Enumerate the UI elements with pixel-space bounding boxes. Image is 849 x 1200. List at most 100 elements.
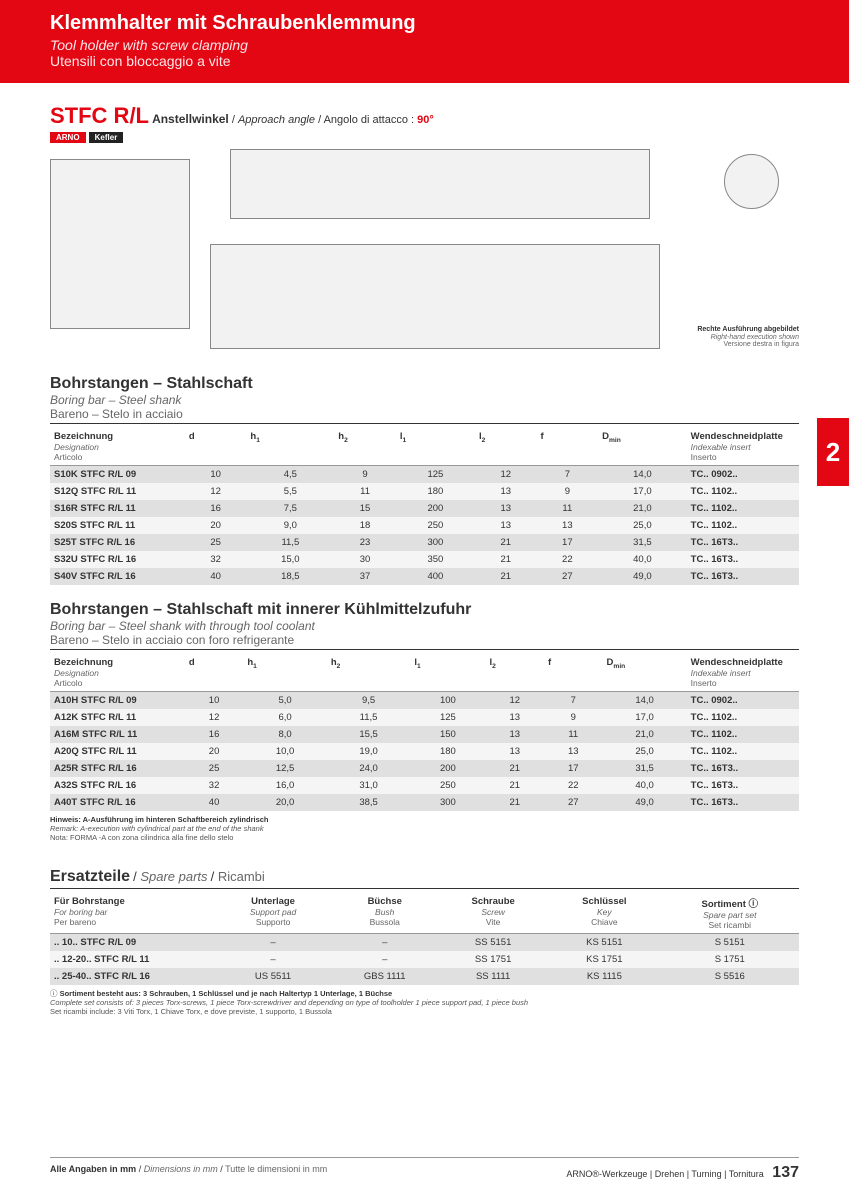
cell-key: KS 1115 (548, 968, 660, 985)
diagram-shank-top (230, 149, 650, 219)
col-l2: l2 (485, 654, 544, 692)
cell-name: S40V STFC R/L 16 (50, 568, 185, 585)
table-row: S12Q STFC R/L 11125,51118013917,0TC.. 11… (50, 483, 799, 500)
col-f: f (537, 428, 599, 466)
cell-d: 20 (185, 517, 247, 534)
cell-insert: TC.. 1102.. (687, 726, 799, 743)
table-row: A16M STFC R/L 11168,015,5150131121,0TC..… (50, 726, 799, 743)
dimensions-note: Alle Angaben in mm / Dimensions in mm / … (50, 1164, 327, 1182)
col-h1: h1 (246, 428, 334, 466)
approach-label-de: Anstellwinkel (152, 112, 229, 126)
cell-screw: SS 1111 (438, 968, 548, 985)
info-icon: ⓘ (50, 989, 58, 998)
cell-l2: 21 (475, 534, 537, 551)
cell-d: 16 (185, 726, 244, 743)
cell-insert: TC.. 0902.. (687, 692, 799, 710)
cell-l1: 250 (396, 517, 475, 534)
cell-f: 13 (544, 743, 603, 760)
col-h2: h2 (334, 428, 396, 466)
diagram-note-de: Rechte Ausführung abgebildet (697, 326, 799, 334)
cell-h1: 15,0 (246, 551, 334, 568)
table-row: S25T STFC R/L 162511,523300211731,5TC.. … (50, 534, 799, 551)
cell-for: .. 25-40.. STFC R/L 16 (50, 968, 215, 985)
cell-d: 40 (185, 794, 244, 811)
cell-h2: 15 (334, 500, 396, 517)
cell-l2: 12 (475, 466, 537, 484)
cell-h1: 20,0 (243, 794, 326, 811)
cell-d: 32 (185, 777, 244, 794)
technical-diagram-area: Rechte Ausführung abgebildet Right-hand … (50, 149, 799, 359)
cell-f: 9 (537, 483, 599, 500)
banner-title-en: Tool holder with screw clamping (50, 37, 799, 53)
col-insert: Wendeschneidplatte (691, 431, 783, 442)
cell-bush: GBS 1111 (331, 968, 438, 985)
cell-f: 11 (537, 500, 599, 517)
cell-d: 12 (185, 709, 244, 726)
cell-set: S 1751 (661, 951, 799, 968)
cell-l2: 13 (475, 517, 537, 534)
cell-insert: TC.. 1102.. (687, 483, 799, 500)
cell-insert: TC.. 16T3.. (687, 794, 799, 811)
table-row: S32U STFC R/L 163215,030350212240,0TC.. … (50, 551, 799, 568)
cell-h2: 23 (334, 534, 396, 551)
cell-l2: 21 (485, 777, 544, 794)
cell-dmin: 49,0 (603, 794, 687, 811)
cell-f: 7 (537, 466, 599, 484)
approach-value: 90° (417, 114, 434, 126)
cell-l2: 21 (485, 794, 544, 811)
cell-for: .. 12-20.. STFC R/L 11 (50, 951, 215, 968)
cell-f: 9 (544, 709, 603, 726)
product-header: STFC R/L Anstellwinkel / Approach angle … (50, 103, 799, 143)
cell-f: 11 (544, 726, 603, 743)
section2-title: Bohrstangen – Stahlschaft mit innerer Kü… (50, 601, 799, 650)
cell-pad: – (215, 934, 332, 952)
cell-h2: 19,0 (327, 743, 410, 760)
cell-insert: TC.. 16T3.. (687, 551, 799, 568)
section2-title-en: Boring bar – Steel shank with through to… (50, 619, 799, 633)
cell-dmin: 17,0 (603, 709, 687, 726)
section1-title-de: Bohrstangen – Stahlschaft (50, 375, 799, 393)
cell-f: 17 (544, 760, 603, 777)
cell-d: 12 (185, 483, 247, 500)
col-insert: Wendeschneidplatte (691, 657, 783, 668)
banner-title-de: Klemmhalter mit Schraubenklemmung (50, 12, 799, 35)
col-key: Schlüssel (582, 896, 626, 907)
page-number: 137 (772, 1164, 799, 1181)
cell-l1: 180 (410, 743, 485, 760)
cell-name: A20Q STFC R/L 11 (50, 743, 185, 760)
cell-name: A40T STFC R/L 16 (50, 794, 185, 811)
cell-h1: 10,0 (243, 743, 326, 760)
cell-name: S16R STFC R/L 11 (50, 500, 185, 517)
cell-for: .. 10.. STFC R/L 09 (50, 934, 215, 952)
cell-dmin: 14,0 (598, 466, 687, 484)
cell-d: 32 (185, 551, 247, 568)
cell-l2: 21 (475, 551, 537, 568)
cell-l2: 21 (485, 760, 544, 777)
cell-f: 27 (544, 794, 603, 811)
cell-dmin: 40,0 (598, 551, 687, 568)
cell-dmin: 25,0 (603, 743, 687, 760)
cell-insert: TC.. 1102.. (687, 500, 799, 517)
cell-h1: 9,0 (246, 517, 334, 534)
diagram-note-en: Right-hand execution shown (697, 334, 799, 342)
cell-h1: 6,0 (243, 709, 326, 726)
info-icon: ⓘ (749, 899, 759, 910)
cell-name: S20S STFC R/L 11 (50, 517, 185, 534)
cell-l1: 400 (396, 568, 475, 585)
cell-set: S 5151 (661, 934, 799, 952)
brand-line: ARNO®-Werkzeuge | Drehen | Turning | Tor… (566, 1169, 763, 1179)
table-row: S10K STFC R/L 09104,5912512714,0TC.. 090… (50, 466, 799, 484)
cell-f: 13 (537, 517, 599, 534)
table-header-row: Für BohrstangeFor boring barPer bareno U… (50, 893, 799, 934)
section2-title-it: Bareno – Stelo in acciaio con foro refri… (50, 633, 799, 647)
table-header-row: BezeichnungDesignationArticolo d h1 h2 l… (50, 428, 799, 466)
product-code: STFC R/L (50, 103, 149, 128)
cell-l1: 150 (410, 726, 485, 743)
cell-insert: TC.. 16T3.. (687, 760, 799, 777)
parts-table: Für BohrstangeFor boring barPer bareno U… (50, 893, 799, 985)
col-designation: Bezeichnung (54, 657, 113, 668)
cell-name: S12Q STFC R/L 11 (50, 483, 185, 500)
diagram-side-view (50, 159, 190, 329)
cell-bush: – (331, 934, 438, 952)
col-set: Sortiment (702, 899, 746, 910)
